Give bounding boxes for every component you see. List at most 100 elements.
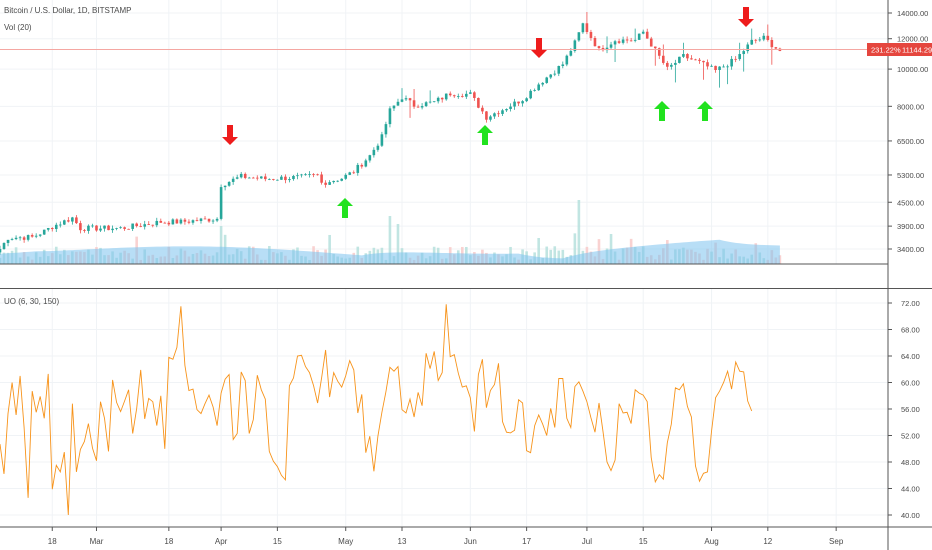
candle — [609, 41, 613, 50]
candle — [621, 36, 625, 45]
candle-body — [493, 113, 496, 117]
candle — [758, 36, 762, 42]
candle — [127, 228, 130, 230]
price-tick-label: 10000.00 — [897, 65, 928, 74]
candle — [312, 173, 315, 178]
candle — [0, 245, 2, 255]
candle-body — [670, 64, 673, 67]
candle — [159, 218, 163, 223]
candle-body — [336, 180, 339, 182]
candle — [690, 55, 693, 60]
candle — [239, 171, 243, 179]
candle-body — [529, 90, 532, 99]
candle — [372, 147, 376, 158]
candle-body — [139, 226, 142, 227]
candle-body — [340, 178, 343, 181]
candle-body — [432, 101, 436, 103]
candle — [111, 225, 114, 233]
candle — [734, 56, 737, 63]
last-price-label: 11144.29 — [902, 46, 932, 55]
candle — [18, 236, 22, 241]
candle — [215, 217, 219, 223]
price-badge: 231.22% 11144.29 — [867, 43, 932, 56]
volume-pane — [0, 200, 782, 264]
candle-body — [436, 97, 440, 102]
candle-body — [115, 227, 118, 229]
candle — [219, 184, 223, 221]
oscillator-tick-label: 52.00 — [901, 432, 920, 441]
candle-body — [2, 242, 6, 250]
candle — [292, 174, 295, 181]
candle — [272, 178, 275, 181]
candle-body — [408, 98, 412, 101]
candle-body — [155, 220, 159, 226]
candle — [115, 227, 118, 231]
candle — [223, 185, 227, 191]
candle-body — [557, 65, 561, 74]
candle — [175, 218, 179, 224]
candle — [645, 28, 649, 39]
candle-body — [38, 234, 42, 236]
candle — [465, 90, 468, 99]
candle-body — [175, 219, 179, 224]
candle-body — [545, 77, 549, 83]
candle-body — [71, 217, 74, 222]
time-tick-label: 17 — [522, 537, 531, 546]
time-tick-label: 18 — [48, 537, 57, 546]
candle — [493, 112, 496, 119]
oscillator-tick-label: 64.00 — [901, 352, 920, 361]
candle-body — [87, 225, 90, 231]
candle-body — [26, 235, 30, 240]
candle-body — [288, 179, 291, 181]
candle-body — [690, 58, 693, 60]
oscillator-tick-label: 68.00 — [901, 326, 920, 335]
price-tick-label: 4500.00 — [897, 198, 924, 207]
candle-body — [404, 98, 408, 100]
candle — [682, 42, 685, 58]
candle-body — [147, 224, 151, 225]
candle — [770, 37, 774, 65]
candle — [742, 48, 745, 72]
candle — [541, 82, 544, 87]
time-tick-label: Mar — [90, 537, 104, 546]
candle — [553, 70, 557, 77]
candle-body — [95, 225, 98, 231]
candle — [706, 59, 709, 70]
candle — [509, 103, 512, 112]
candle-body — [537, 84, 540, 91]
candle-body — [525, 98, 528, 102]
candle — [497, 110, 500, 118]
candle — [50, 227, 54, 232]
candle — [714, 65, 717, 73]
candle-body — [448, 93, 452, 96]
candle — [557, 65, 561, 77]
candle — [99, 225, 102, 233]
time-tick-label: 15 — [273, 537, 282, 546]
candle — [517, 101, 520, 107]
volume-label: Vol (20) — [4, 23, 32, 32]
candle-body — [521, 101, 524, 104]
candle — [412, 89, 416, 109]
candle-body — [46, 228, 50, 230]
candle-body — [356, 164, 360, 173]
candle-body — [581, 23, 585, 33]
candle — [340, 178, 343, 182]
candle — [489, 115, 492, 122]
candle-body — [280, 176, 283, 180]
candle — [131, 223, 134, 232]
candle — [324, 180, 327, 188]
candle-body — [183, 219, 187, 222]
price-tick-label: 8000.00 — [897, 102, 924, 111]
candle — [718, 66, 721, 88]
oscillator-pane[interactable] — [0, 304, 753, 516]
candle-body — [513, 101, 516, 107]
price-candles[interactable] — [0, 11, 782, 255]
candle-body — [686, 54, 689, 59]
candle — [79, 220, 82, 234]
candle-body — [260, 176, 263, 179]
candle — [336, 180, 339, 183]
candle — [276, 179, 279, 181]
candle-body — [597, 46, 601, 49]
candle-body — [726, 66, 729, 68]
